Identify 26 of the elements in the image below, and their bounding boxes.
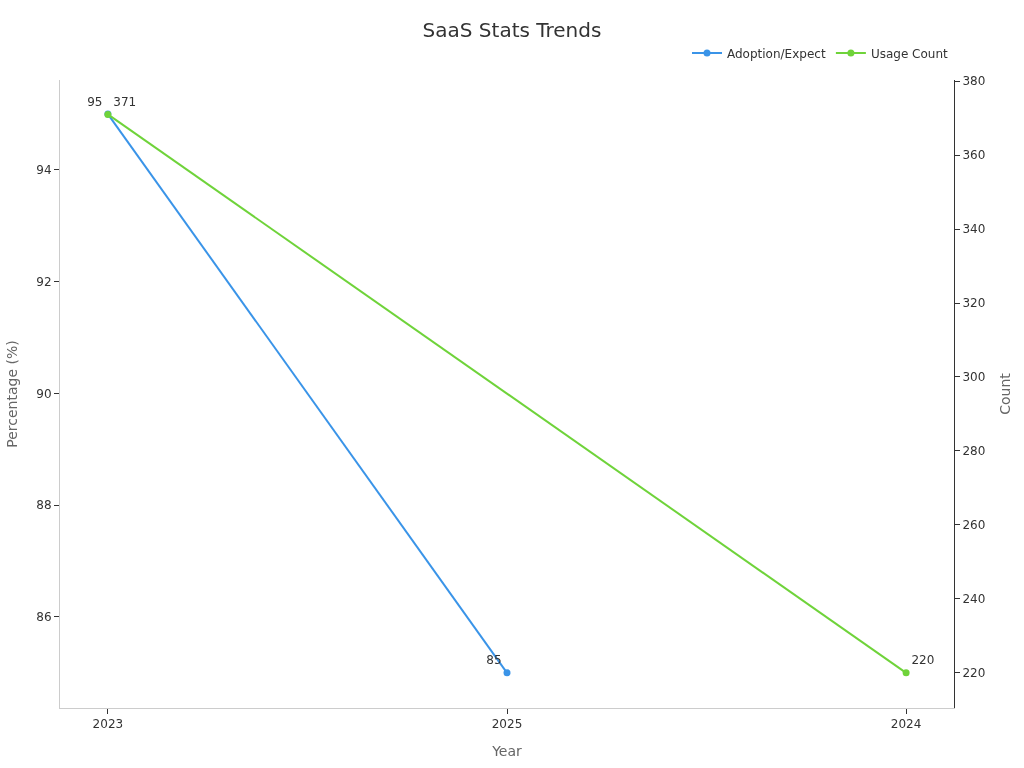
legend-label: Usage Count [870, 46, 949, 61]
y2-tick-label: 260 [962, 518, 986, 533]
y-tick-label: 86 [36, 610, 52, 625]
y2-tick-label: 300 [962, 370, 986, 385]
data-label: 371 [113, 95, 137, 110]
y2-axis-title: Count [996, 372, 1013, 415]
y2-tick-label: 280 [962, 444, 986, 459]
x-tick-label: 2023 [92, 717, 124, 732]
y-tick-label: 90 [36, 386, 52, 401]
y2-tick-label: 220 [962, 666, 986, 681]
y-tick-label: 94 [36, 163, 52, 178]
y2-tick-label: 240 [962, 592, 986, 607]
x-tick-label: 2025 [491, 717, 523, 732]
y2-tick-label: 360 [962, 148, 986, 163]
x-tick-label: 2024 [890, 717, 922, 732]
y-axis-title: Percentage (%) [3, 340, 20, 448]
y2-tick-label: 340 [962, 222, 986, 237]
data-label: 95 [87, 94, 103, 109]
legend-label: Adoption/Expect [727, 46, 826, 61]
y2-tick-label: 320 [962, 296, 986, 311]
y-tick-label: 92 [36, 274, 52, 289]
y2-tick-label: 380 [962, 74, 986, 89]
chart-title: SaaS Stats Trends [422, 18, 602, 43]
data-label: 220 [911, 653, 935, 668]
x-axis-title: Year [491, 742, 523, 759]
y-tick-label: 88 [36, 498, 52, 513]
